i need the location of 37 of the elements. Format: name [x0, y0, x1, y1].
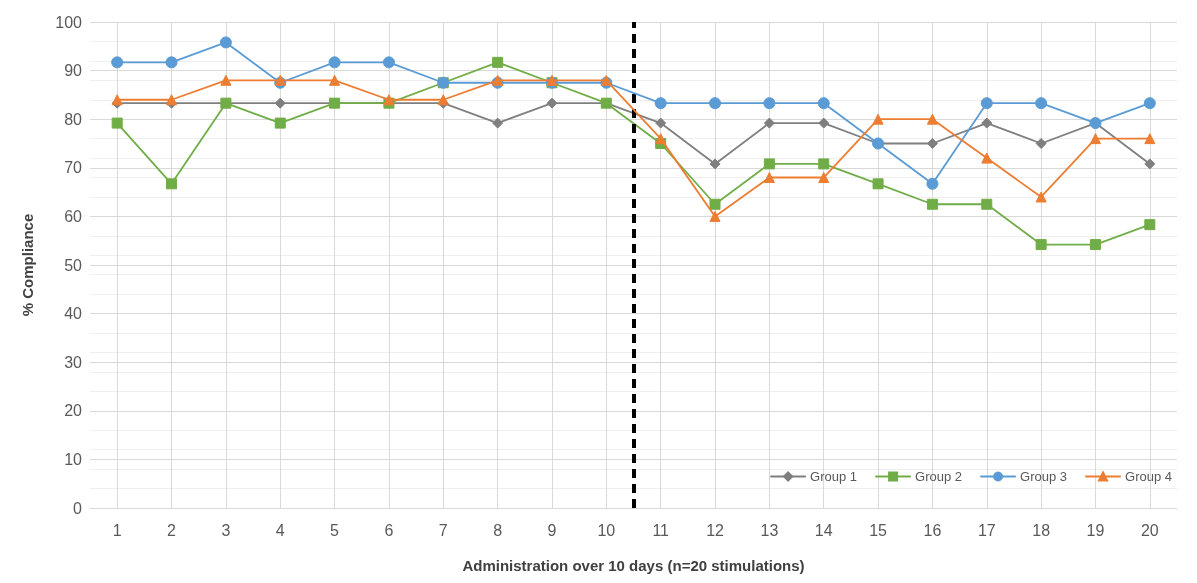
x-axis-title: Administration over 10 days (n=20 stimulations) — [462, 557, 805, 574]
x-tick-label: 11 — [652, 521, 670, 539]
x-tick-label: 16 — [923, 521, 942, 539]
y-tick-label: 30 — [64, 353, 83, 371]
legend-label: Group 4 — [1125, 469, 1173, 484]
y-tick-label: 10 — [64, 450, 83, 468]
y-tick-label: 90 — [64, 62, 83, 80]
y-tick-label: 80 — [64, 110, 83, 128]
x-tick-label: 4 — [275, 521, 285, 539]
x-tick-label: 6 — [384, 521, 394, 539]
y-tick-label: 60 — [64, 207, 83, 225]
x-tick-label: 17 — [977, 521, 996, 539]
legend-label: Group 1 — [810, 469, 858, 484]
y-tick-label: 50 — [64, 256, 83, 274]
x-tick-label: 2 — [167, 521, 177, 539]
x-tick-label: 14 — [814, 521, 833, 539]
y-tick-label: 100 — [55, 13, 83, 31]
x-tick-label: 7 — [438, 521, 448, 539]
y-axis-title: % Compliance — [19, 213, 36, 317]
legend-label: Group 2 — [915, 469, 963, 484]
y-tick-label: 40 — [64, 305, 83, 323]
x-tick-label: 8 — [493, 521, 503, 539]
x-tick-label: 12 — [706, 521, 725, 539]
y-tick-label: 0 — [73, 499, 83, 517]
x-tick-label: 5 — [330, 521, 340, 539]
x-tick-label: 1 — [112, 521, 122, 539]
x-tick-label: 3 — [221, 521, 231, 539]
x-tick-label: 18 — [1032, 521, 1051, 539]
y-tick-label: 70 — [64, 159, 83, 177]
x-tick-label: 10 — [597, 521, 616, 539]
legend-label: Group 3 — [1020, 469, 1068, 484]
x-tick-label: 19 — [1086, 521, 1105, 539]
x-tick-label: 15 — [869, 521, 888, 539]
x-tick-label: 20 — [1140, 521, 1159, 539]
x-tick-label: 13 — [760, 521, 779, 539]
y-tick-label: 20 — [64, 402, 83, 420]
x-tick-label: 9 — [547, 521, 557, 539]
